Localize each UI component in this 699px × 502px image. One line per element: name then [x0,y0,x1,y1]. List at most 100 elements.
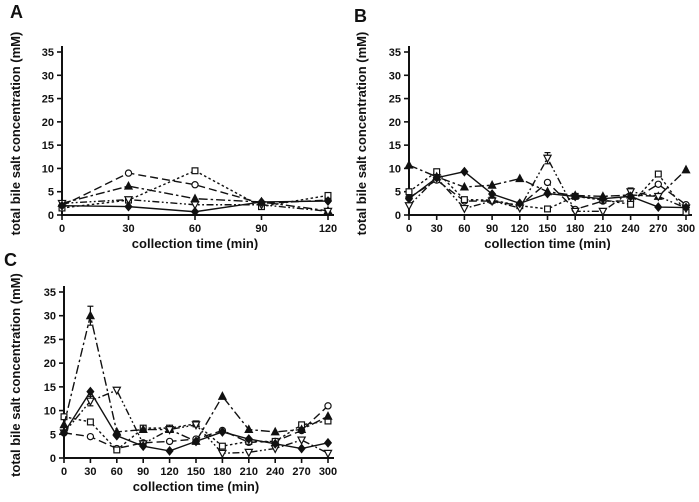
y-tick-label: 10 [389,163,401,175]
y-tick-label: 10 [42,163,54,175]
triangle-down-marker [598,207,608,217]
x-tick-label: 120 [319,223,337,235]
triangle-down-marker [217,449,227,459]
y-tick-label: 35 [389,47,401,59]
y-tick-label: 25 [389,94,401,106]
y-tick-label: 35 [44,287,56,299]
y-tick-label: 20 [389,117,401,129]
y-tick-label: 20 [42,117,54,129]
panel-a: A 0 5 10 15 20 25 30 35 0 30 60 90 120 collection tim… [0,0,350,250]
y-tick-label: 0 [48,210,54,222]
circle-marker [324,402,332,410]
y-tick-label: 5 [50,429,56,441]
triangle-up-marker [85,310,95,320]
y-axis-title: total bile salt concentration (mM) [8,32,23,236]
diamond-marker [190,206,200,217]
triangle-down-marker [323,449,333,459]
y-tick-label: 25 [44,334,56,346]
diamond-marker [460,166,469,177]
triangle-down-marker [323,207,333,217]
x-tick-label: 60 [111,466,123,478]
diamond-marker [271,438,280,449]
diamond-marker [323,437,333,448]
y-axis-title: total bile salt concentration (mM) [8,273,23,477]
diamond-marker [432,172,441,183]
square-marker [627,200,635,208]
square-marker [191,167,199,175]
panel-c-letter: C [4,250,17,270]
y-tick-label: 0 [50,453,56,465]
square-marker [218,442,226,450]
x-tick-label: 210 [594,223,612,235]
diamond-marker [543,188,552,199]
x-tick-label: 90 [486,223,498,235]
chart-c-bile-salt-vs-time: 0 5 10 15 20 25 30 35 0 30 60 90 120 150 180 210 240 270 3… [8,273,337,494]
triangle-up-marker [190,193,200,203]
diamond-marker [112,430,121,441]
diamond-marker [86,386,95,397]
diamond-marker [681,202,691,213]
x-tick-label: 120 [511,223,529,235]
triangle-down-marker [85,397,95,407]
triangle-down-marker [570,207,580,217]
chart-b-bile-salt-vs-time: 0 5 10 15 20 25 30 35 0 30 60 90 120 150 180 210 240 270 3… [354,32,695,250]
x-tick-label: 60 [189,223,201,235]
square-marker [654,170,662,178]
triangle-up-marker [244,424,254,434]
diamond-marker [654,202,663,213]
square-marker [544,205,552,213]
diamond-marker [323,196,333,206]
diamond-marker [165,445,174,456]
circle-marker [124,169,133,177]
x-tick-label: 300 [319,466,337,478]
x-tick-label: 210 [240,466,258,478]
panel-a-letter: A [10,2,23,22]
triangle-up-marker [123,180,134,190]
y-axis-title: total bile salt concentration (mM) [354,32,369,236]
diamond-marker [57,200,67,211]
y-tick-label: 30 [389,70,401,82]
diamond-marker [571,191,580,202]
triangle-down-marker [297,436,307,446]
x-tick-label: 60 [458,223,470,235]
diamond-marker [191,436,201,447]
y-tick-label: 10 [44,406,56,418]
square-marker [86,418,94,426]
triangle-up-marker [487,180,497,189]
x-tick-label: 0 [61,466,67,478]
panel-c: C 0 5 10 15 20 25 30 35 0 30 60 90 120 150 180 210 240 27… [0,251,350,502]
series-line-filled-triangle-dashdot [63,315,329,443]
triangle-down-marker [191,421,201,430]
triangle-down-marker [653,192,663,202]
triangle-down-marker [542,154,553,164]
x-tick-label: 240 [266,466,284,478]
triangle-down-marker [190,201,200,210]
triangle-down-marker [165,426,175,435]
square-marker [460,196,468,204]
panel-b-letter: B [354,6,367,26]
square-marker [113,446,121,454]
x-tick-label: 120 [160,466,178,478]
triangle-up-marker [323,411,333,420]
y-tick-label: 5 [48,187,54,199]
diamond-marker [257,197,266,207]
series-line-open-square-dotted [63,416,329,451]
panel-b: B 0 5 10 15 20 25 30 35 0 30 60 90 120 150 180 210 240 27… [350,0,699,250]
x-tick-label: 270 [292,466,310,478]
triangle-up-marker [59,419,69,429]
x-tick-label: 30 [122,223,134,235]
y-tick-label: 15 [44,382,56,394]
triangle-up-marker [217,391,227,400]
x-tick-label: 150 [538,223,556,235]
x-axis-title: collection time (min) [133,479,259,494]
x-axis-title: collection time (min) [132,236,258,250]
diamond-marker [218,426,227,437]
y-tick-label: 35 [42,47,54,59]
x-tick-label: 270 [649,223,667,235]
diamond-marker [139,441,148,452]
triangle-down-marker [112,386,122,396]
circle-marker [654,180,662,188]
y-tick-label: 15 [389,140,401,152]
x-tick-label: 180 [213,466,231,478]
diamond-marker [598,193,607,204]
